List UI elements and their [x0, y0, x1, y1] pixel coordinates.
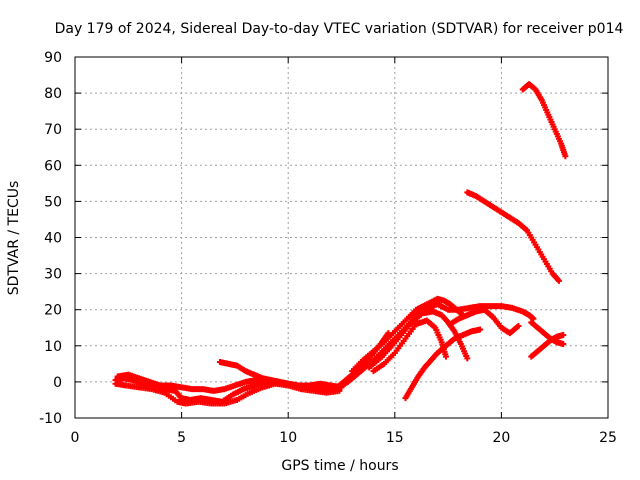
x-tick-label: 0: [71, 430, 80, 446]
data-points: [112, 81, 569, 407]
data-point: [560, 340, 567, 347]
data-point: [555, 277, 562, 284]
data-point: [477, 326, 484, 333]
y-axis-label: SDTVAR / TECUs: [6, 181, 22, 296]
y-tick-label: 60: [44, 158, 62, 174]
y-tick-label: 0: [53, 375, 62, 391]
y-tick-label: 80: [44, 86, 62, 102]
y-tick-label: 40: [44, 231, 62, 247]
y-tick-label: 50: [44, 194, 62, 210]
data-point: [442, 353, 449, 360]
y-tick-label: 70: [44, 122, 62, 138]
x-tick-label: 10: [279, 430, 297, 446]
y-tick-label: 90: [44, 50, 62, 66]
data-point: [562, 153, 569, 160]
y-tick-label: 10: [44, 339, 62, 355]
chart-title: Day 179 of 2024, Sidereal Day-to-day VTE…: [55, 21, 624, 37]
x-tick-label: 25: [599, 430, 617, 446]
x-tick-label: 20: [492, 430, 510, 446]
data-point: [464, 355, 471, 362]
data-point: [515, 322, 522, 329]
x-tick-label: 15: [386, 430, 404, 446]
y-tick-label: 30: [44, 267, 62, 283]
x-tick-label: 5: [177, 430, 186, 446]
data-point: [530, 315, 537, 322]
data-point: [560, 331, 567, 338]
y-tick-label: -10: [39, 411, 62, 427]
y-tick-label: 20: [44, 303, 62, 319]
x-axis-label: GPS time / hours: [281, 458, 398, 474]
axis-ticks: 0 5 10 15 20 25 -10 0 10 20 30 40 50 60 70 80 90: [39, 50, 617, 446]
